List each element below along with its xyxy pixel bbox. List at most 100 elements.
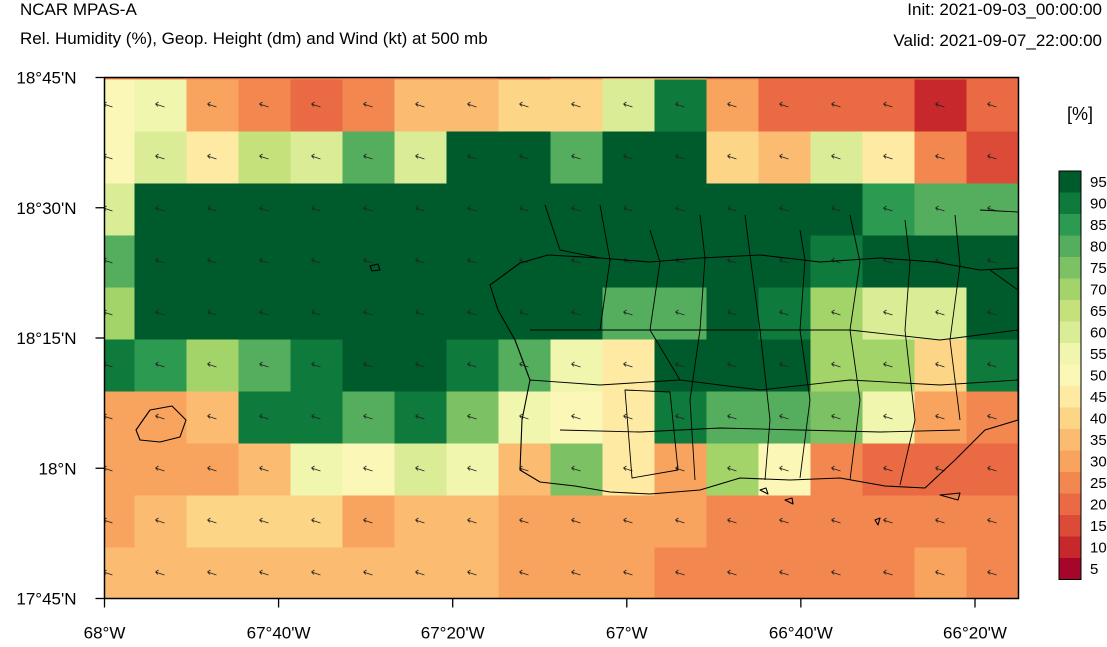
colorbar-label: 80 [1090,238,1107,255]
wind-arrow [935,413,945,420]
wind-arrow [988,50,997,55]
wind-arrow [935,153,945,160]
rh-cell [758,77,812,81]
init-time: Init: 2021-09-03_00:00:00 [907,0,1102,19]
wind-arrow [155,257,165,264]
colorbar-segment [1059,472,1081,494]
colorbar-unit: [%] [1067,104,1094,124]
colorbar-segment [1059,493,1081,516]
model-title: NCAR MPAS-A [20,0,137,19]
wind-arrow [779,101,789,108]
rh-cell [862,547,916,599]
wind-arrow [311,101,321,108]
colorbar: 95 90 85 80 75 70 65 60 55 50 45 40 35 30 25 20 15 10 5 [1058,170,1107,580]
colorbar-segment [1059,364,1081,387]
wind-arrow [467,205,477,212]
wind-arrow [987,413,997,420]
wind-arrow [207,101,217,108]
wind-arrow [883,101,893,108]
colorbar-segment [1059,386,1081,408]
x-tick-label: 67°W [606,624,648,643]
colorbar-segment [1059,214,1081,236]
wind-arrow [260,50,269,55]
rh-cell [342,77,396,81]
wind-arrow [727,257,737,264]
wind-arrow [727,361,737,368]
colorbar-segment [1059,278,1081,301]
wind-arrow [519,101,529,108]
rh-cell [290,77,344,81]
wind-arrow [259,569,269,576]
wind-arrow [571,569,581,576]
wind-arrow [987,257,997,264]
colorbar-segment [1059,450,1081,473]
wind-arrow [779,413,789,420]
wind-arrow [467,153,477,160]
wind-arrow [207,413,217,420]
rh-cell [498,547,552,599]
wind-arrow [467,257,477,264]
wind-arrow [987,517,997,524]
wind-arrow [312,50,321,55]
wind-arrow [363,517,373,524]
colorbar-label: 5 [1090,561,1098,578]
colorbar-segment [1059,536,1081,559]
wind-arrow [987,465,997,472]
colorbar-label: 15 [1090,518,1107,535]
wind-arrow [363,361,373,368]
wind-arrow [415,569,425,576]
wind-arrow [207,309,217,316]
x-tick-label: 66°20'W [943,624,1007,643]
wind-arrow [779,309,789,316]
wind-arrow [415,309,425,316]
colorbar-label: 75 [1090,260,1107,277]
wind-arrow [935,569,945,576]
rh-cell [914,77,968,81]
wind-arrow [311,361,321,368]
wind-arrow [623,569,633,576]
wind-arrow [883,413,893,420]
rh-cell [654,547,708,599]
wind-arrow [935,517,945,524]
wind-arrow [519,309,529,316]
small-islets [759,487,961,526]
x-tick-label: 67°20'W [421,624,485,643]
colorbar-segment [1059,429,1081,451]
rh-cell [134,77,188,81]
wind-arrow [780,50,789,55]
wind-arrow [259,309,269,316]
wind-arrow [987,569,997,576]
puerto-rico-coastline [489,254,1019,495]
wind-arrow [883,465,893,472]
rh-cell [290,547,344,599]
rh-cell [706,77,760,81]
colorbar-label: 70 [1090,281,1107,298]
wind-arrow [779,569,789,576]
wind-arrow [727,101,737,108]
wind-arrow [727,205,737,212]
wind-arrow [208,50,217,55]
x-tick-label: 68°W [84,624,126,643]
colorbar-segment [1059,515,1081,537]
wind-arrow [779,257,789,264]
wind-arrow [675,517,685,524]
wind-arrow [883,153,893,160]
wind-arrow [884,50,893,55]
colorbar-label: 30 [1090,453,1107,470]
rh-cell [186,547,240,599]
y-tick-label: 18°15'N [16,329,76,348]
rh-cell [238,77,292,81]
colorbar-segment [1059,321,1081,344]
wind-arrow [155,413,165,420]
rh-cell [394,77,448,81]
wind-arrow [831,153,841,160]
wind-arrow [623,101,633,108]
wind-arrow [987,361,997,368]
rh-cell [602,77,656,81]
wind-arrow [883,517,893,524]
wind-arrow [675,205,685,212]
wind-arrow [468,50,477,55]
wind-arrow [571,361,581,368]
wind-arrow [467,517,477,524]
wind-arrow [571,205,581,212]
